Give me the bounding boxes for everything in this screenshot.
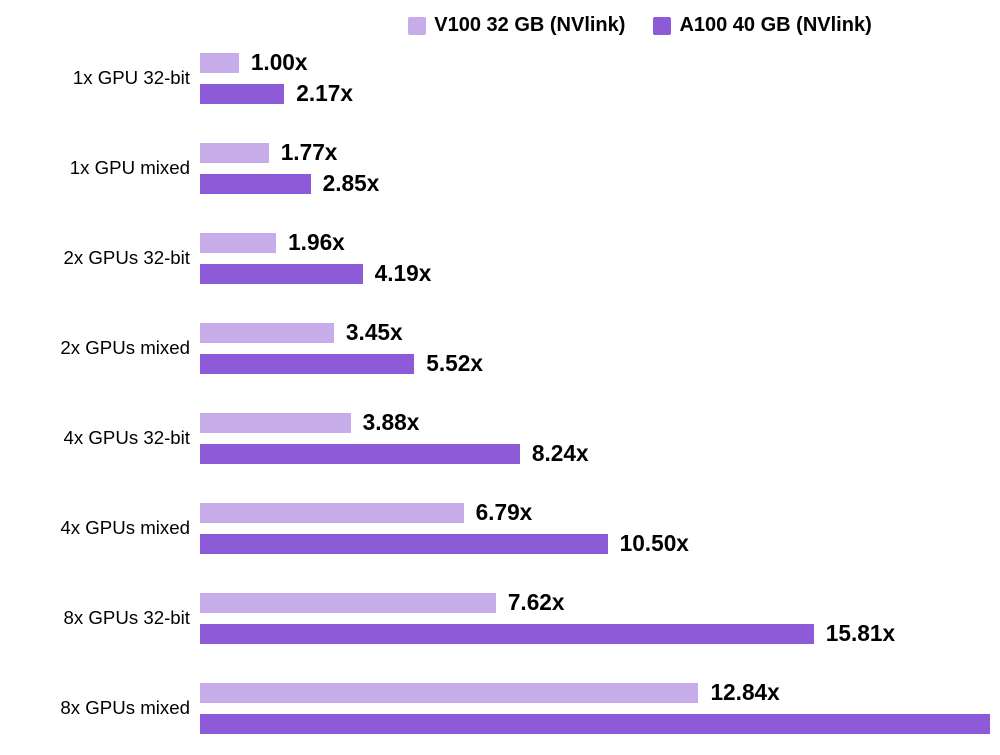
bar-value-label: 2.85x xyxy=(311,170,380,197)
category-label: 2x GPUs 32-bit xyxy=(20,247,200,269)
bar-row: 15.81x xyxy=(200,620,980,647)
legend: V100 32 GB (NVlink) A100 40 GB (NVlink) xyxy=(20,14,980,37)
bar-group: 4x GPUs 32-bit 3.88x 8.24x xyxy=(20,407,980,469)
bar-row: 8.24x xyxy=(200,440,980,467)
bar-group: 4x GPUs mixed 6.79x 10.50x xyxy=(20,497,980,559)
bar-row: 4.19x xyxy=(200,260,980,287)
bar-v100 xyxy=(200,413,351,433)
bar-v100 xyxy=(200,53,239,73)
bars-container: 3.45x 5.52x xyxy=(200,317,980,379)
bar-group: 1x GPU mixed 1.77x 2.85x xyxy=(20,137,980,199)
bar-v100 xyxy=(200,593,496,613)
legend-swatch-a100 xyxy=(653,17,671,35)
bar-row: 2.85x xyxy=(200,170,980,197)
bar-a100 xyxy=(200,174,311,194)
bar-value-label: 7.62x xyxy=(496,589,565,616)
bar-a100 xyxy=(200,534,608,554)
bar-row: 12.84x xyxy=(200,679,1000,706)
bar-value-label: 1.77x xyxy=(269,139,338,166)
legend-label-v100: V100 32 GB (NVlink) xyxy=(434,14,625,37)
bar-value-label: 10.50x xyxy=(608,530,689,557)
bar-value-label: 1.00x xyxy=(239,49,308,76)
gpu-throughput-chart: V100 32 GB (NVlink) A100 40 GB (NVlink) … xyxy=(0,0,1000,755)
bar-value-label: 3.45x xyxy=(334,319,403,346)
bar-a100 xyxy=(200,714,990,734)
category-label: 2x GPUs mixed xyxy=(20,337,200,359)
bars-container: 12.84x 20.35x xyxy=(200,677,1000,739)
bar-row: 5.52x xyxy=(200,350,980,377)
bar-row: 3.45x xyxy=(200,319,980,346)
bar-groups: 1x GPU 32-bit1.00x2.17x1x GPU mixed1.77x… xyxy=(20,47,980,739)
bar-row: 3.88x xyxy=(200,409,980,436)
bar-row: 20.35x xyxy=(200,710,1000,737)
category-label: 8x GPUs mixed xyxy=(20,697,200,719)
category-label: 4x GPUs mixed xyxy=(20,517,200,539)
bar-group: 1x GPU 32-bit 1.00x 2.17x xyxy=(20,47,980,109)
bar-a100 xyxy=(200,264,363,284)
bar-value-label: 12.84x xyxy=(698,679,779,706)
bar-a100 xyxy=(200,444,520,464)
bar-a100 xyxy=(200,354,414,374)
bar-row: 1.96x xyxy=(200,229,980,256)
bar-group: 2x GPUs mixed 3.45x 5.52x xyxy=(20,317,980,379)
bar-row: 2.17x xyxy=(200,80,980,107)
bar-row: 1.77x xyxy=(200,139,980,166)
legend-swatch-v100 xyxy=(408,17,426,35)
category-label: 4x GPUs 32-bit xyxy=(20,427,200,449)
bar-group: 8x GPUs 32-bit 7.62x 15.81x xyxy=(20,587,980,649)
bars-container: 1.77x 2.85x xyxy=(200,137,980,199)
bars-container: 1.00x 2.17x xyxy=(200,47,980,109)
bar-group: 8x GPUs mixed12.84x20.35x xyxy=(20,677,980,739)
bar-v100 xyxy=(200,323,334,343)
legend-label-a100: A100 40 GB (NVlink) xyxy=(679,14,871,37)
bar-value-label: 20.35x xyxy=(990,710,1000,737)
bar-value-label: 8.24x xyxy=(520,440,589,467)
legend-item-v100: V100 32 GB (NVlink) xyxy=(408,14,625,37)
bar-v100 xyxy=(200,503,464,523)
bar-value-label: 6.79x xyxy=(464,499,533,526)
bar-value-label: 1.96x xyxy=(276,229,345,256)
bar-value-label: 15.81x xyxy=(814,620,895,647)
bar-group: 2x GPUs 32-bit 1.96x 4.19x xyxy=(20,227,980,289)
bar-row: 6.79x xyxy=(200,499,980,526)
bar-row: 1.00x xyxy=(200,49,980,76)
bar-a100 xyxy=(200,624,814,644)
bars-container: 3.88x 8.24x xyxy=(200,407,980,469)
bar-value-label: 5.52x xyxy=(414,350,483,377)
bar-row: 10.50x xyxy=(200,530,980,557)
bar-value-label: 3.88x xyxy=(351,409,420,436)
category-label: 8x GPUs 32-bit xyxy=(20,607,200,629)
bar-v100 xyxy=(200,683,698,703)
bars-container: 7.62x 15.81x xyxy=(200,587,980,649)
category-label: 1x GPU 32-bit xyxy=(20,67,200,89)
bar-value-label: 2.17x xyxy=(284,80,353,107)
legend-item-a100: A100 40 GB (NVlink) xyxy=(653,14,871,37)
bars-container: 1.96x 4.19x xyxy=(200,227,980,289)
bar-v100 xyxy=(200,143,269,163)
bar-value-label: 4.19x xyxy=(363,260,432,287)
bars-container: 6.79x 10.50x xyxy=(200,497,980,559)
bar-a100 xyxy=(200,84,284,104)
bar-row: 7.62x xyxy=(200,589,980,616)
category-label: 1x GPU mixed xyxy=(20,157,200,179)
bar-v100 xyxy=(200,233,276,253)
